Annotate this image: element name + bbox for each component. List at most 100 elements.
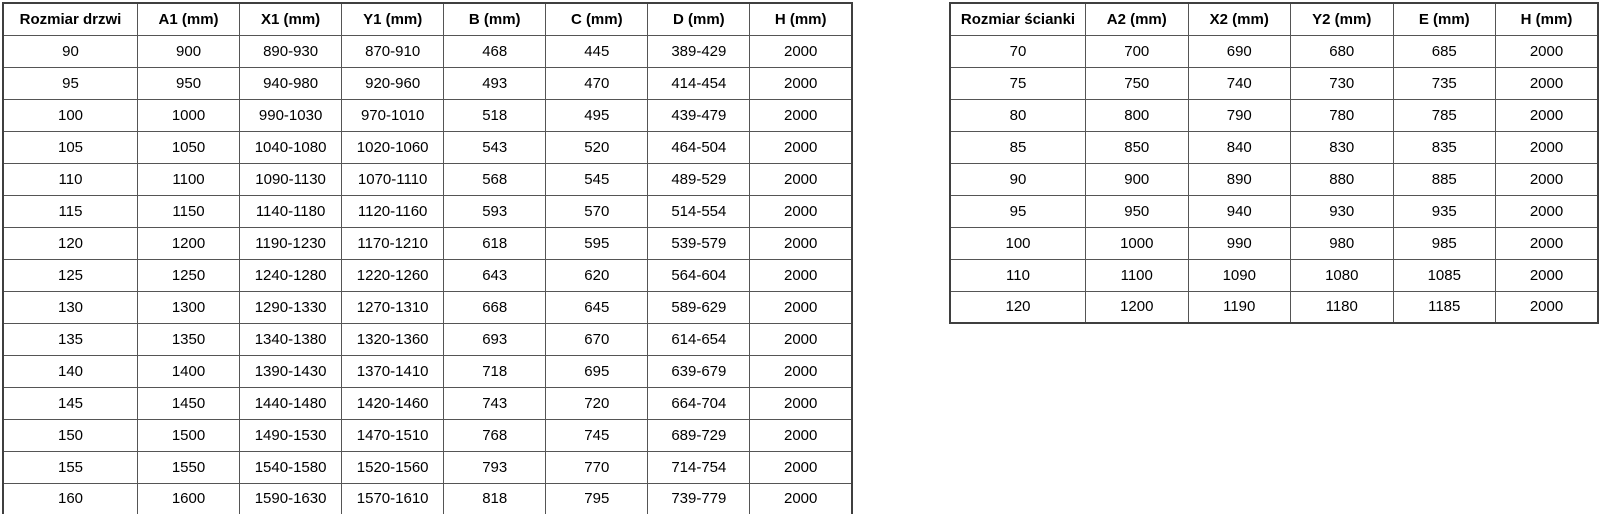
table-cell: 1490-1530 xyxy=(239,418,343,452)
table-cell: 1220-1260 xyxy=(341,258,445,292)
table-cell: 2000 xyxy=(749,482,853,514)
table-cell: 1170-1210 xyxy=(341,226,445,260)
table-cell: 489-529 xyxy=(647,162,751,196)
table-row: 120 1200 1190 1180 1185 2000 xyxy=(949,290,1599,324)
table-cell: 718 xyxy=(443,354,547,388)
table-cell: 1000 xyxy=(1085,226,1189,260)
table-cell: 900 xyxy=(1085,162,1189,196)
table-cell: 1020-1060 xyxy=(341,130,445,164)
table-cell: 389-429 xyxy=(647,34,751,68)
table-row: 155 1550 1540-1580 1520-1560 793 770 714-754 20… xyxy=(2,450,853,484)
table-cell: 539-579 xyxy=(647,226,751,260)
table-cell: 135 xyxy=(2,322,138,356)
table-cell: 1090 xyxy=(1187,258,1291,292)
table-cell: 1450 xyxy=(136,386,241,420)
column-header: D (mm) xyxy=(647,2,751,36)
table-cell: 730 xyxy=(1290,66,1394,100)
table-row: 130 1300 1290-1330 1270-1310 668 645 589-629 20… xyxy=(2,290,853,324)
table-row: 150 1500 1490-1530 1470-1510 768 745 689-729 20… xyxy=(2,418,853,452)
table-cell: 1180 xyxy=(1290,290,1394,324)
table-cell: 2000 xyxy=(749,130,853,164)
table-cell: 1040-1080 xyxy=(239,130,343,164)
table-cell: 145 xyxy=(2,386,138,420)
table-cell: 1320-1360 xyxy=(341,322,445,356)
table-cell: 795 xyxy=(545,482,649,514)
table-cell: 543 xyxy=(443,130,547,164)
column-header: B (mm) xyxy=(443,2,547,36)
table-cell: 1200 xyxy=(1085,290,1189,324)
table-cell: 739-779 xyxy=(647,482,751,514)
column-header: H (mm) xyxy=(749,2,853,36)
table-cell: 140 xyxy=(2,354,138,388)
table-cell: 595 xyxy=(545,226,649,260)
table-cell: 2000 xyxy=(1495,98,1599,132)
column-header: E (mm) xyxy=(1392,2,1496,36)
column-header: X1 (mm) xyxy=(239,2,343,36)
table-row: 80 800 790 780 785 2000 xyxy=(949,98,1599,132)
table-cell: 470 xyxy=(545,66,649,100)
column-header: H (mm) xyxy=(1495,2,1599,36)
table-cell: 445 xyxy=(545,34,649,68)
table-cell: 2000 xyxy=(1495,66,1599,100)
header-row: Rozmiar drzwi A1 (mm) X1 (mm) Y1 (mm) B (mm)… xyxy=(2,2,853,36)
table-cell: 2000 xyxy=(749,354,853,388)
table-cell: 890-930 xyxy=(239,34,343,68)
table-cell: 1400 xyxy=(136,354,241,388)
table-cell: 980 xyxy=(1290,226,1394,260)
table-cell: 1350 xyxy=(136,322,241,356)
table-cell: 414-454 xyxy=(647,66,751,100)
table-cell: 614-654 xyxy=(647,322,751,356)
table-cell: 1240-1280 xyxy=(239,258,343,292)
table-cell: 990-1030 xyxy=(239,98,343,132)
table-cell: 2000 xyxy=(749,226,853,260)
table-cell: 1600 xyxy=(136,482,241,514)
table-cell: 2000 xyxy=(749,194,853,228)
table-cell: 100 xyxy=(2,98,138,132)
table-cell: 1120-1160 xyxy=(341,194,445,228)
table-cell: 840 xyxy=(1187,130,1291,164)
table-row: 135 1350 1340-1380 1320-1360 693 670 614-654 20… xyxy=(2,322,853,356)
column-header: C (mm) xyxy=(545,2,649,36)
table-cell: 568 xyxy=(443,162,547,196)
column-header: A1 (mm) xyxy=(136,2,241,36)
table-cell: 1500 xyxy=(136,418,241,452)
table-cell: 1570-1610 xyxy=(341,482,445,514)
table-cell: 1100 xyxy=(1085,258,1189,292)
table-cell: 1140-1180 xyxy=(239,194,343,228)
table-cell: 464-504 xyxy=(647,130,751,164)
door-size-table: Rozmiar drzwi A1 (mm) X1 (mm) Y1 (mm) B (mm)… xyxy=(2,2,853,514)
table-cell: 1300 xyxy=(136,290,241,324)
table-cell: 685 xyxy=(1392,34,1496,68)
table-cell: 75 xyxy=(949,66,1086,100)
table-row: 100 1000 990-1030 970-1010 518 495 439-479 2000 xyxy=(2,98,853,132)
table-row: 105 1050 1040-1080 1020-1060 543 520 464-504 20… xyxy=(2,130,853,164)
header-row: Rozmiar ścianki A2 (mm) X2 (mm) Y2 (mm) E (m… xyxy=(949,2,1599,36)
table-cell: 745 xyxy=(545,418,649,452)
table-cell: 645 xyxy=(545,290,649,324)
table-cell: 100 xyxy=(949,226,1086,260)
table-cell: 1080 xyxy=(1290,258,1394,292)
table-cell: 2000 xyxy=(1495,290,1599,324)
table-cell: 564-604 xyxy=(647,258,751,292)
table-cell: 2000 xyxy=(749,162,853,196)
table-cell: 870-910 xyxy=(341,34,445,68)
table-cell: 439-479 xyxy=(647,98,751,132)
table-row: 120 1200 1190-1230 1170-1210 618 595 539-579 20… xyxy=(2,226,853,260)
table-cell: 130 xyxy=(2,290,138,324)
table-cell: 1420-1460 xyxy=(341,386,445,420)
table-row: 100 1000 990 980 985 2000 xyxy=(949,226,1599,260)
table-cell: 670 xyxy=(545,322,649,356)
column-header: X2 (mm) xyxy=(1187,2,1291,36)
table-cell: 618 xyxy=(443,226,547,260)
table-cell: 664-704 xyxy=(647,386,751,420)
table-cell: 735 xyxy=(1392,66,1496,100)
table-cell: 1390-1430 xyxy=(239,354,343,388)
table-row: 125 1250 1240-1280 1220-1260 643 620 564-604 20… xyxy=(2,258,853,292)
table-cell: 2000 xyxy=(1495,258,1599,292)
table-cell: 2000 xyxy=(749,322,853,356)
column-header: Rozmiar drzwi xyxy=(2,2,138,36)
table-cell: 835 xyxy=(1392,130,1496,164)
table-cell: 1200 xyxy=(136,226,241,260)
table-cell: 743 xyxy=(443,386,547,420)
table-cell: 160 xyxy=(2,482,138,514)
